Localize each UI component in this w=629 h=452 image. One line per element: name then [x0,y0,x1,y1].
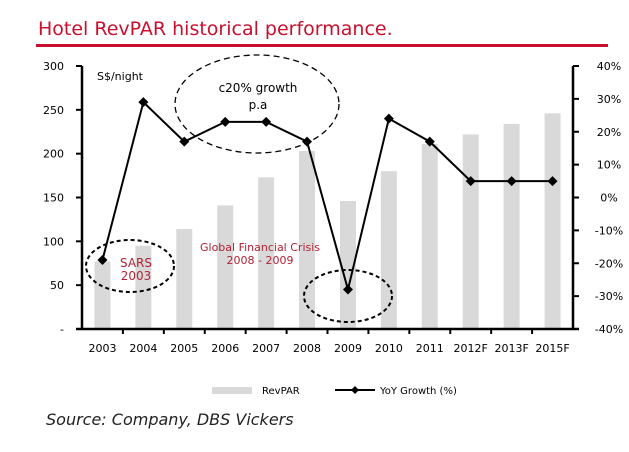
yoy-growth-point [547,176,558,187]
right-tick-label: -10% [595,224,623,237]
x-tick-label: 2009 [334,342,362,355]
legend-bar-swatch [212,387,252,394]
sars-ellipse [85,239,175,293]
annotation-sars: SARS [120,256,152,270]
left-tick-label: 250 [43,104,64,117]
x-tick-label: 2010 [375,342,403,355]
yoy-growth-point [424,136,435,147]
revpar-bar [462,134,479,329]
x-tick-label: 2015F [535,342,569,355]
left-tick-label: 100 [43,235,64,248]
legend-revpar: RevPAR [262,386,300,397]
right-tick-label: 10% [597,159,621,172]
revpar-bar [380,171,397,329]
revpar-bar [544,113,561,329]
yoy-growth-point [138,97,149,108]
yoy-growth-point [220,116,231,127]
x-tick-label: 2006 [211,342,239,355]
chart-title: Hotel RevPAR historical performance. [38,18,393,40]
annotation-growth: p.a [249,98,268,112]
right-tick-label: -30% [595,290,623,303]
yoy-growth-line [101,100,553,290]
revpar-bar [217,205,234,329]
revpar-bar [339,201,356,329]
yoy-growth-point [302,136,313,147]
right-tick-label: -40% [595,323,623,336]
yoy-growth-point [179,136,190,147]
x-tick-label: 2013F [494,342,528,355]
left-axis-label: S$/night [97,70,144,83]
x-tick-label: 2011 [416,342,444,355]
yoy-growth-point [261,116,272,127]
left-tick-label: 150 [43,192,64,205]
revpar-bar [299,151,316,329]
right-tick-label: -20% [595,257,623,270]
yoy-growth-point [465,176,476,187]
left-tick-label: - [60,323,64,336]
annotation-gfc: 2008 - 2009 [227,254,294,267]
right-tick-label: 40% [597,60,621,73]
x-tick-label: 2012F [454,342,488,355]
revpar-bar [176,229,193,329]
left-tick-label: 50 [50,279,64,292]
source-note: Source: Company, DBS Vickers [46,410,294,429]
title-divider [36,44,608,47]
yoy-growth-point [97,254,108,265]
left-tick-label: 300 [43,60,64,73]
x-tick-label: 2004 [129,342,157,355]
left-tick-label: 200 [43,148,64,161]
x-tick-label: 2005 [170,342,198,355]
annotation-growth: c20% growth [219,81,298,95]
right-tick-label: 20% [597,126,621,139]
annotation-sars: 2003 [121,269,152,283]
gfc-ellipse [303,269,393,323]
revpar-bar [503,123,520,329]
revpar-bar [258,177,275,329]
annotation-gfc: Global Financial Crisis [200,241,320,254]
revpar-bar [421,144,438,329]
x-tick-label: 2003 [88,342,116,355]
yoy-growth-point [383,113,394,124]
revpar-bar [94,261,111,329]
yoy-growth-point [506,176,517,187]
x-tick-label: 2008 [293,342,321,355]
yoy-growth-point [342,284,353,295]
right-tick-label: 30% [597,93,621,106]
legend-line-marker [351,386,359,394]
right-tick-label: 0% [600,192,617,205]
legend-yoy: YoY Growth (%) [379,386,457,397]
x-tick-label: 2007 [252,342,280,355]
revpar-bar [135,245,152,329]
growth-ellipse [174,54,340,154]
